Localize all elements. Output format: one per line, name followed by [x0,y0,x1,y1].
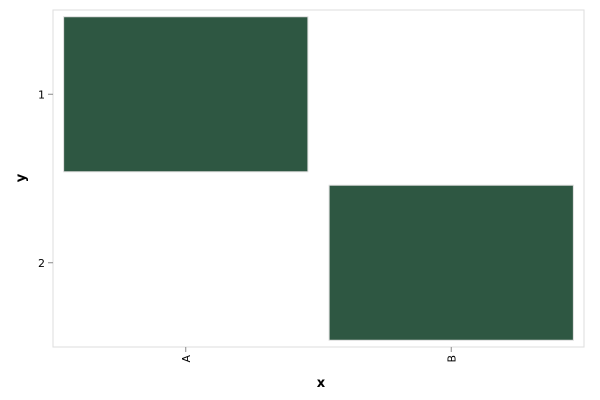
y-axis: 12 [38,88,53,270]
y-tick-label-2: 2 [38,257,45,270]
x-tick-label-A: A [180,355,193,363]
cell-B-2 [328,184,574,341]
x-axis-title: x [317,376,326,391]
x-tick-label-B: B [445,355,458,363]
cells-layer [63,16,574,341]
y-tick-label-1: 1 [38,88,45,101]
y-axis-title: y [14,173,29,182]
cell-A-1 [63,16,309,173]
